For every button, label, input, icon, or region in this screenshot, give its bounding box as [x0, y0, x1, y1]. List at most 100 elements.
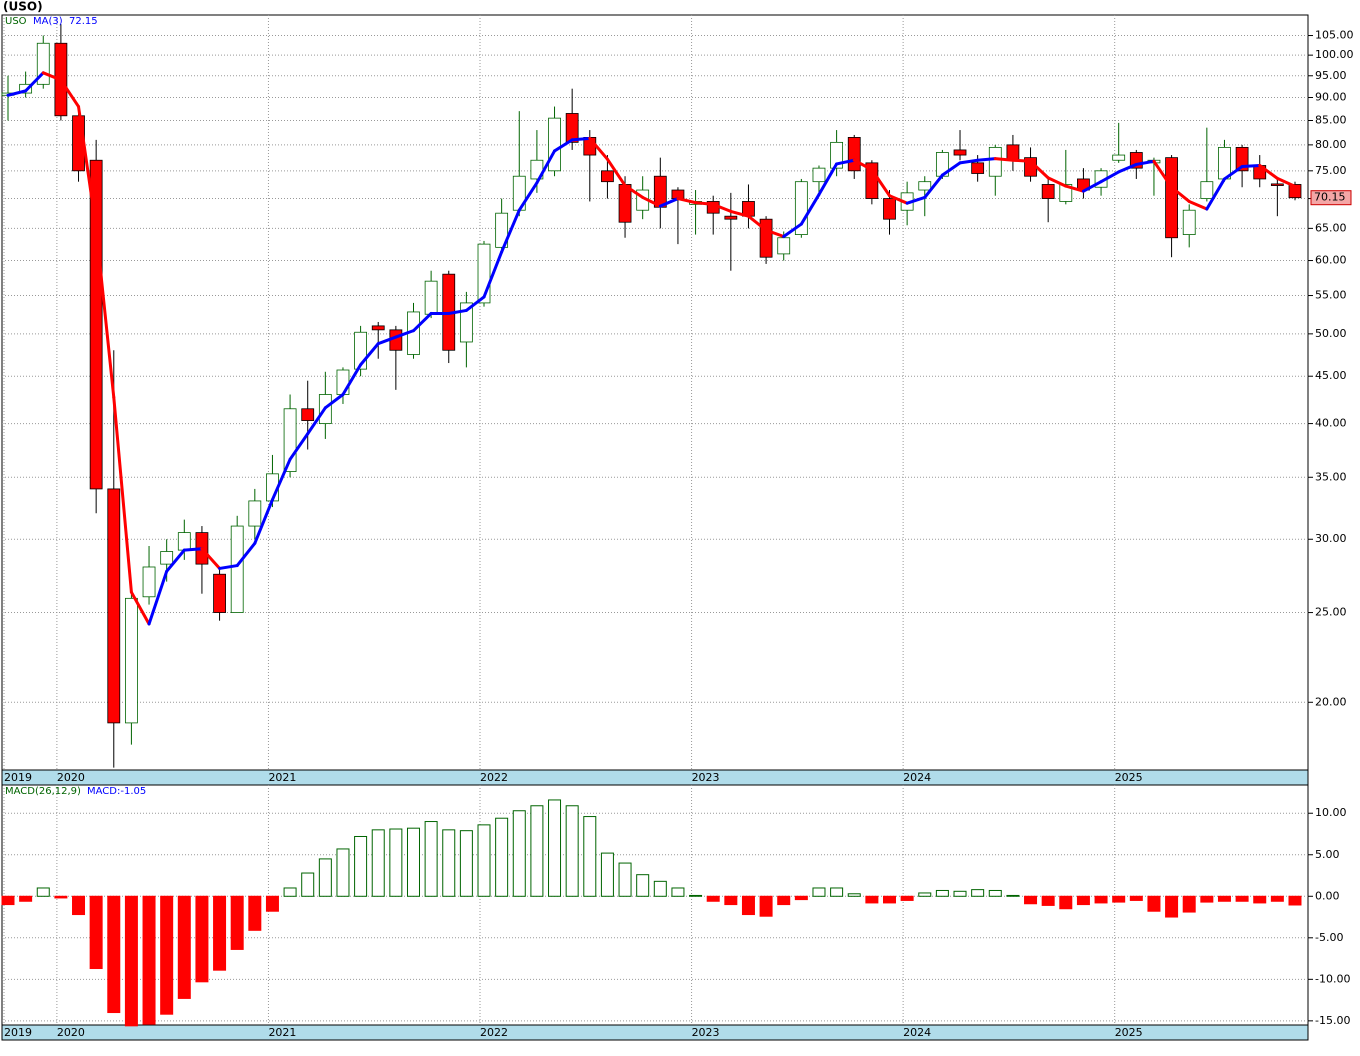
ma-line-segment	[112, 395, 133, 594]
bar	[1165, 895, 1179, 918]
candle-body	[1288, 184, 1302, 199]
bar	[160, 895, 174, 1015]
bar	[177, 895, 191, 999]
candle-body	[918, 181, 932, 191]
ma-line-segment	[905, 195, 927, 205]
candle-body	[459, 302, 473, 343]
candle-body	[759, 218, 773, 258]
ma-line-segment	[694, 201, 715, 206]
bar	[318, 858, 332, 897]
bar	[741, 895, 755, 916]
ma-line-segment	[6, 89, 28, 97]
candle-body	[336, 369, 350, 395]
bar	[54, 895, 68, 899]
y-tick-label: 55.00	[1315, 289, 1347, 302]
candle-body	[777, 237, 791, 255]
candle-body	[142, 566, 156, 598]
bar	[847, 893, 861, 897]
ma-line-segment	[870, 168, 891, 198]
candle-body	[601, 170, 614, 183]
ma-line-segment	[147, 569, 169, 626]
price-tag-label: 70.15	[1314, 191, 1346, 204]
bar	[1288, 895, 1302, 906]
candle-body	[301, 408, 315, 421]
x-tick-label: 2022	[480, 1026, 508, 1039]
ma-line-segment	[570, 136, 592, 142]
bar	[812, 887, 826, 897]
ma-line-segment	[24, 71, 45, 93]
ma-line-segment	[165, 548, 186, 573]
ma-line-segment	[1081, 180, 1103, 193]
y-tick-label: 35.00	[1315, 470, 1347, 483]
price-tag	[1310, 190, 1352, 206]
candle-body	[1006, 144, 1020, 161]
bar	[1059, 895, 1073, 910]
ma-line-segment	[1117, 162, 1138, 174]
x-tick-label: 2019	[4, 1026, 32, 1039]
ma-line-segment	[1205, 177, 1226, 211]
ma-line-segment	[394, 329, 415, 339]
ma-line-segment	[1240, 163, 1262, 169]
ma-line-segment	[359, 342, 380, 367]
ma-line-segment	[1099, 170, 1121, 184]
bar	[195, 895, 209, 983]
bar	[689, 894, 703, 897]
bar	[1076, 895, 1090, 906]
ma-line-segment	[288, 432, 310, 461]
candle-body	[107, 488, 121, 724]
bar	[671, 887, 685, 897]
candle-body	[847, 137, 861, 172]
ma-line-segment	[782, 222, 803, 238]
ma-line-segment	[535, 149, 557, 185]
ma-line-segment	[958, 158, 980, 165]
bar	[618, 862, 632, 897]
y-tick-label: 105.00	[1315, 29, 1354, 42]
candle-body	[1165, 157, 1178, 239]
ma-line-segment	[94, 226, 116, 399]
ma-line-segment	[253, 498, 274, 545]
y-tick-label: -15.00	[1315, 1014, 1350, 1027]
candle-body	[19, 83, 33, 94]
ma-line-segment	[1011, 158, 1033, 163]
ma-line-segment	[1152, 159, 1174, 189]
x-tick-label: 2021	[268, 1026, 296, 1039]
ma-line-segment	[218, 564, 239, 570]
candle-body	[565, 113, 579, 143]
candle-body	[177, 532, 191, 551]
candle-body	[812, 167, 826, 183]
ma-line-segment	[711, 202, 733, 213]
ma-line-segment	[658, 197, 680, 208]
x-axis-strip	[1, 1024, 1309, 1041]
y-tick-label: 100.00	[1315, 48, 1354, 61]
bar	[301, 872, 315, 897]
candle-body	[953, 149, 967, 156]
bar	[600, 852, 614, 897]
bar	[248, 895, 262, 931]
ma-line-segment	[588, 136, 609, 161]
x-tick-label: 2020	[57, 771, 85, 784]
candle-body	[971, 162, 985, 174]
y-tick-label: 40.00	[1315, 417, 1347, 430]
ma-line-segment	[77, 105, 98, 230]
ma-line-segment	[129, 590, 151, 626]
ma-line-segment	[270, 457, 292, 502]
ma-line-segment	[323, 392, 345, 410]
candle-body	[1200, 181, 1214, 199]
ma-line-segment	[1275, 176, 1297, 188]
x-tick-label: 2021	[268, 771, 296, 784]
bar	[107, 895, 121, 1014]
y-tick-label: 75.00	[1315, 164, 1347, 177]
ma-line-segment	[729, 209, 750, 218]
ma-line-segment	[500, 208, 521, 254]
bar	[1006, 894, 1020, 897]
y-tick-label: 30.00	[1315, 532, 1347, 545]
candle-body	[213, 573, 226, 613]
ma-line-segment	[1134, 159, 1156, 166]
candle-body	[724, 215, 738, 220]
y-tick-label: 90.00	[1315, 91, 1347, 104]
y-tick-label: 50.00	[1315, 327, 1347, 340]
bar	[389, 828, 403, 897]
bar	[1182, 895, 1196, 913]
bar	[971, 889, 985, 897]
